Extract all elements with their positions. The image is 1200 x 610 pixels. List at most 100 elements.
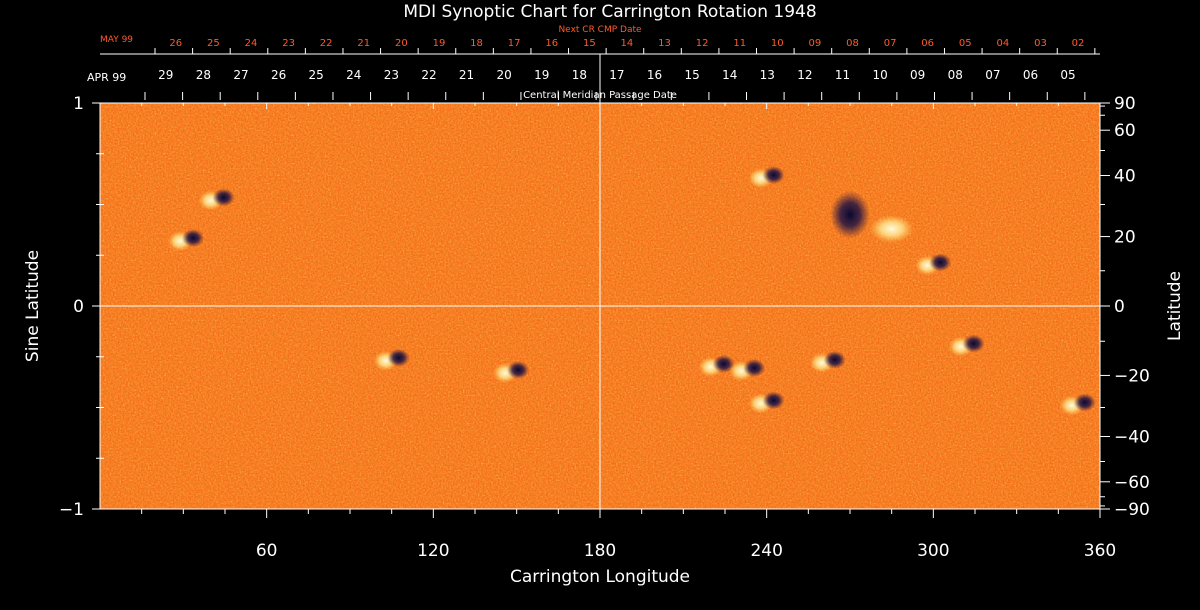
top-axis-date: 22 xyxy=(421,68,436,82)
next-axis-date: 21 xyxy=(357,38,370,49)
next-axis-date: 13 xyxy=(658,38,671,49)
top-axis-date: 25 xyxy=(309,68,324,82)
top-axis-date: 27 xyxy=(233,68,248,82)
y-left-tick-label: 1 xyxy=(73,94,84,114)
y-right-tick-label: −90 xyxy=(1114,500,1150,520)
y-left-tick-label: 0 xyxy=(73,297,84,317)
y-right-tick-label: −20 xyxy=(1114,366,1150,386)
active-region xyxy=(168,229,205,252)
y-axis-left-label: Sine Latitude xyxy=(23,250,43,362)
x-tick-label: 300 xyxy=(917,541,949,561)
negative-patch xyxy=(929,253,952,272)
top-axis-date: 11 xyxy=(835,68,850,82)
negative-patch xyxy=(507,360,530,379)
negative-patch xyxy=(743,358,766,377)
top-axis-date: 26 xyxy=(271,68,286,82)
negative-patch xyxy=(1073,393,1096,412)
top-axis-date: 08 xyxy=(948,68,963,82)
next-axis-date: 24 xyxy=(245,38,258,49)
next-axis-date: 16 xyxy=(545,38,558,49)
y-right-tick-label: 40 xyxy=(1114,167,1136,187)
y-right-tick-label: 0 xyxy=(1114,297,1125,317)
next-axis-ticks: 26 25 24 23 22 21 20 19 18 17 16 15 14 13 12 11 10 09 08 07… xyxy=(154,38,1096,54)
active-region xyxy=(809,350,846,373)
x-tick-label: 360 xyxy=(1084,541,1116,561)
next-axis-date: 05 xyxy=(959,38,972,49)
next-axis-date: 14 xyxy=(621,38,634,49)
next-axis-date: 09 xyxy=(809,38,822,49)
next-axis-date: 11 xyxy=(733,38,746,49)
x-axis-label: Carrington Longitude xyxy=(510,567,690,587)
top-axis-date: 28 xyxy=(196,68,211,82)
active-region xyxy=(698,354,735,377)
y-right-tick-label: −60 xyxy=(1114,473,1150,493)
top-axis-date: 05 xyxy=(1060,68,1075,82)
next-axis-date: 22 xyxy=(320,38,333,49)
top-axis-date: 07 xyxy=(985,68,1000,82)
next-axis-date: 03 xyxy=(1034,38,1047,49)
y-left-ticks: 1 0 −1 xyxy=(59,94,108,520)
top-axis-date: 10 xyxy=(872,68,887,82)
top-axis-date: 18 xyxy=(572,68,587,82)
negative-patch xyxy=(712,354,735,373)
x-axis-ticks: 60 120 180 240 300 360 xyxy=(141,103,1116,561)
next-axis-date: 07 xyxy=(884,38,897,49)
next-axis-title: Next CR CMP Date xyxy=(558,25,642,35)
top-axis-date: 15 xyxy=(684,68,699,82)
active-region xyxy=(830,190,870,239)
next-axis-date: 02 xyxy=(1072,38,1085,49)
active-regions xyxy=(168,166,1096,416)
positive-patch xyxy=(869,214,914,243)
x-tick-label: 180 xyxy=(584,541,616,561)
chart-title: MDI Synoptic Chart for Carrington Rotati… xyxy=(403,2,816,22)
next-axis-date: 08 xyxy=(846,38,859,49)
y-right-tick-label: −40 xyxy=(1114,427,1150,447)
top-axis-date: 12 xyxy=(797,68,812,82)
top-axis-date: 23 xyxy=(384,68,399,82)
next-axis-date: 25 xyxy=(207,38,220,49)
active-region xyxy=(198,188,235,211)
top-axis-date: 19 xyxy=(534,68,549,82)
negative-patch xyxy=(762,391,785,410)
active-region xyxy=(869,214,914,243)
y-right-tick-label: 60 xyxy=(1114,121,1136,141)
next-axis-date: 06 xyxy=(921,38,934,49)
active-region xyxy=(748,391,785,414)
active-region xyxy=(729,358,766,381)
active-region xyxy=(373,348,410,371)
negative-patch xyxy=(212,188,235,207)
y-left-tick-label: −1 xyxy=(59,500,84,520)
y-right-tick-label: 20 xyxy=(1114,228,1136,248)
negative-patch xyxy=(182,229,205,248)
active-region xyxy=(915,253,952,276)
top-axis-date: 17 xyxy=(609,68,624,82)
x-tick-label: 240 xyxy=(750,541,782,561)
next-axis-date: 23 xyxy=(282,38,295,49)
top-axis-date: 24 xyxy=(346,68,361,82)
top-axis-date: 29 xyxy=(158,68,173,82)
top-axis-date: 13 xyxy=(760,68,775,82)
negative-patch xyxy=(830,190,870,239)
next-axis-date: 18 xyxy=(470,38,483,49)
active-region xyxy=(948,334,985,357)
top-axis-ticks: 29 28 27 26 25 24 23 22 21 20 19 18 17 16 15 14 13 12 11 10… xyxy=(144,68,1086,100)
y-right-ticks: 90 60 40 20 0 −20 −40 −60 −90 xyxy=(1100,94,1150,520)
next-axis-date: 04 xyxy=(996,38,1009,49)
negative-patch xyxy=(823,350,846,369)
y-right-tick-label: 90 xyxy=(1114,94,1136,114)
top-axis-month: APR 99 xyxy=(87,71,126,84)
next-axis-date: 15 xyxy=(583,38,596,49)
top-axis-date: 20 xyxy=(497,68,512,82)
next-axis-date: 20 xyxy=(395,38,408,49)
negative-patch xyxy=(762,166,785,185)
next-axis-date: 17 xyxy=(508,38,521,49)
top-axis-date: 16 xyxy=(647,68,662,82)
top-axis-date: 06 xyxy=(1023,68,1038,82)
active-region xyxy=(1059,393,1096,416)
next-axis-month: MAY 99 xyxy=(100,35,133,45)
negative-patch xyxy=(387,348,410,367)
next-axis-date: 26 xyxy=(169,38,182,49)
top-axis-date: 21 xyxy=(459,68,474,82)
next-axis-date: 12 xyxy=(696,38,709,49)
